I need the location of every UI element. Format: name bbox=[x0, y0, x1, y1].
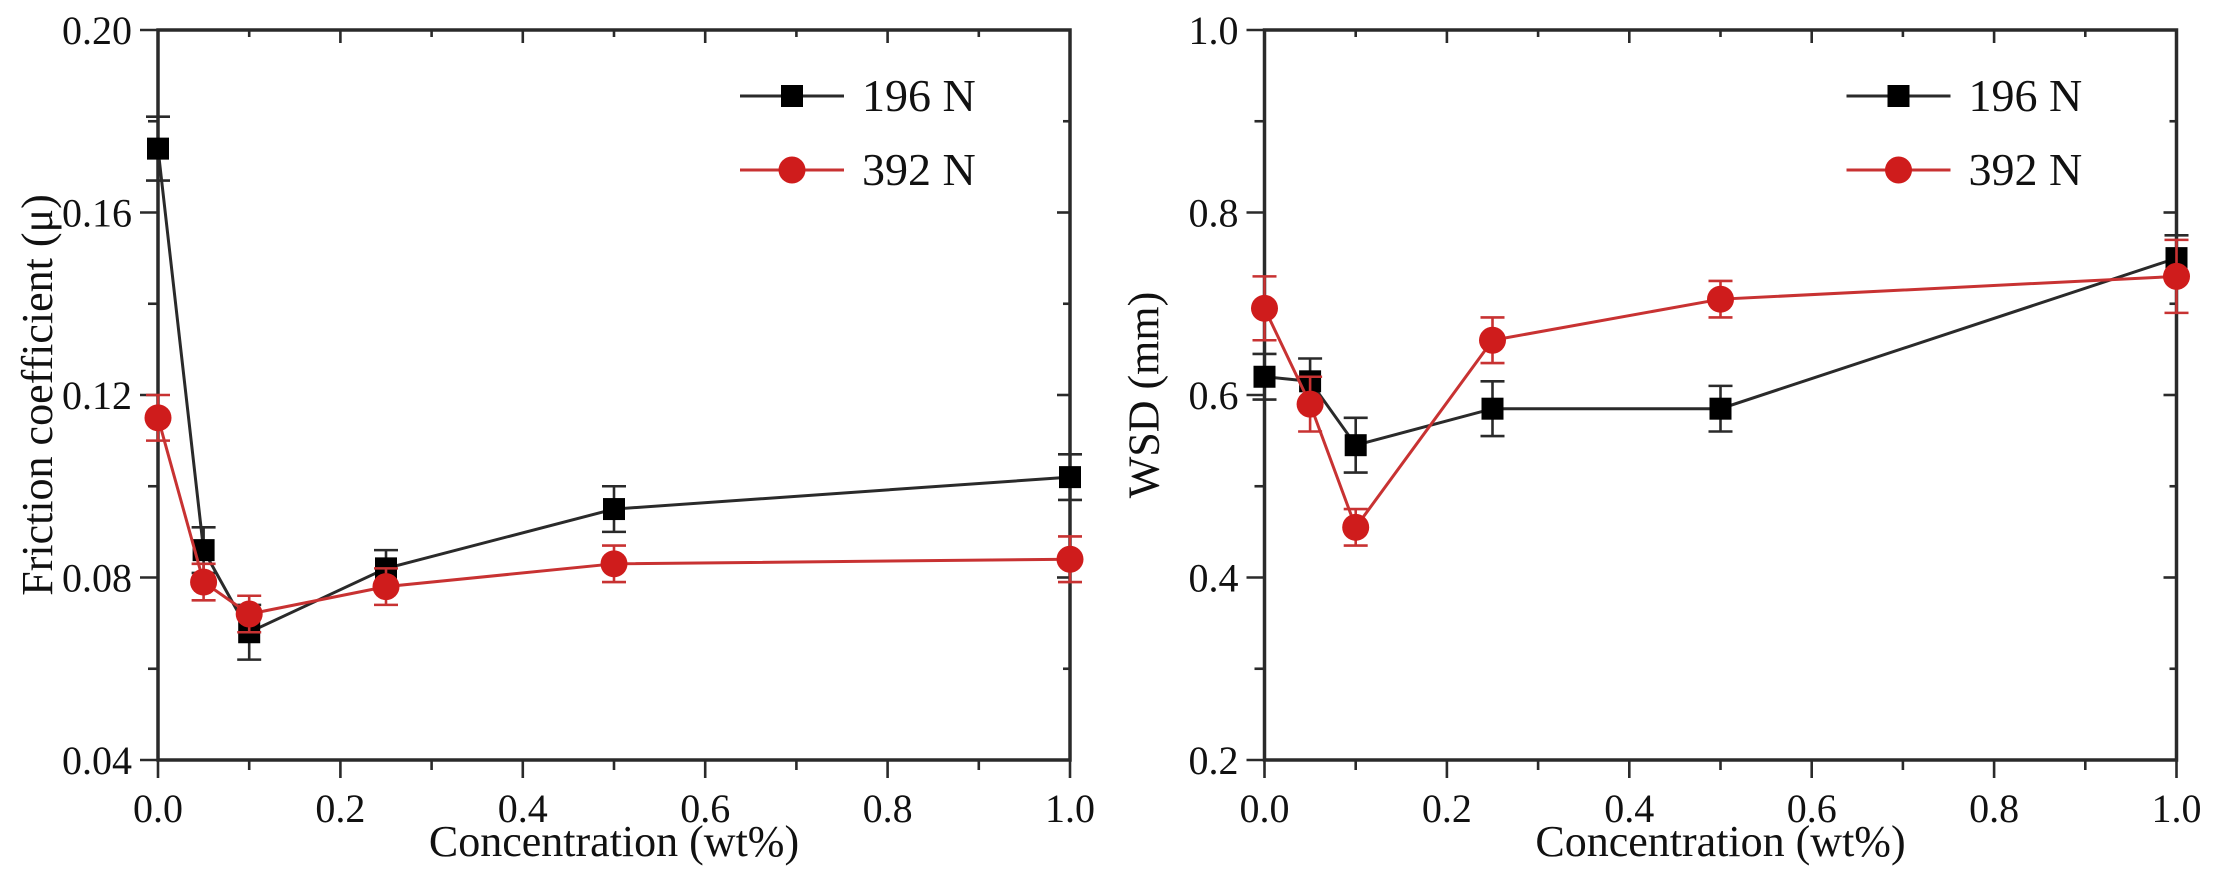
legend: 196 N 392 N bbox=[740, 70, 976, 195]
circle-marker bbox=[1056, 545, 1084, 573]
x-tick-label: 1.0 bbox=[1045, 786, 1095, 831]
legend-square-marker bbox=[781, 85, 803, 107]
y-tick-label: 1.0 bbox=[1189, 8, 1239, 53]
x-tick-label: 0.2 bbox=[1422, 786, 1472, 831]
y-tick-label: 0.20 bbox=[62, 8, 132, 53]
circle-marker bbox=[1342, 513, 1370, 541]
y-tick-label: 0.04 bbox=[62, 738, 132, 783]
tick-labels: 0.0 0.2 0.4 0.6 0.8 1.00.20.40.60.81.0 bbox=[1189, 8, 2202, 831]
y-tick-label: 0.8 bbox=[1189, 191, 1239, 236]
series-line bbox=[1263, 274, 2177, 531]
friction-coefficient-panel: 0.0 0.2 0.4 0.6 0.8 1.0 0.04 0.08 0.12 0.16 0.20 Co… bbox=[0, 0, 1106, 886]
legend-circle-marker bbox=[1885, 156, 1912, 184]
legend: 196 N 392 N bbox=[1846, 70, 2083, 195]
x-axis-title: Concentration (wt%) bbox=[429, 817, 799, 866]
square-marker bbox=[603, 498, 625, 521]
series-392-n bbox=[144, 393, 1084, 634]
friction-coefficient-chart: 0.0 0.2 0.4 0.6 0.8 1.0 0.04 0.08 0.12 0.16 0.20 Co… bbox=[13, 8, 1095, 866]
error-bars bbox=[1252, 234, 2189, 474]
circle-marker bbox=[144, 404, 172, 432]
y-tick-label: 0.16 bbox=[62, 191, 132, 236]
x-tick-label: 0.4 bbox=[498, 786, 548, 831]
series-markers bbox=[144, 404, 1084, 628]
series-markers bbox=[1251, 262, 2190, 541]
square-marker bbox=[1253, 365, 1276, 388]
square-marker bbox=[1481, 397, 1504, 420]
y-tick-label: 0.12 bbox=[62, 373, 132, 418]
y-axis-title: Friction coefficient (μ) bbox=[13, 194, 62, 596]
x-axis-title: Concentration (wt%) bbox=[1535, 817, 1905, 866]
x-tick-label: 0.8 bbox=[1969, 786, 2019, 831]
legend-square-marker bbox=[1887, 85, 1910, 107]
series-392-n bbox=[1251, 238, 2190, 547]
circle-marker bbox=[1707, 285, 1734, 313]
circle-marker bbox=[600, 550, 628, 578]
y-tick-label: 0.4 bbox=[1189, 556, 1239, 601]
square-marker bbox=[1059, 466, 1081, 489]
legend-circle-marker bbox=[778, 156, 806, 184]
x-tick-label: 0.4 bbox=[1604, 786, 1654, 831]
circle-marker bbox=[1296, 390, 1324, 418]
circle-marker bbox=[190, 568, 218, 596]
x-tick-label: 0.0 bbox=[133, 786, 183, 831]
x-tick-label: 0.2 bbox=[315, 786, 365, 831]
x-tick-label: 0.8 bbox=[863, 786, 913, 831]
y-tick-label: 0.2 bbox=[1189, 738, 1239, 783]
legend-label: 392 N bbox=[1969, 144, 2083, 195]
square-marker bbox=[147, 137, 169, 160]
x-tick-label: 0.0 bbox=[1240, 786, 1290, 831]
y-axis-title: WSD (mm) bbox=[1120, 292, 1169, 499]
wsd-chart: 0.0 0.2 0.4 0.6 0.8 1.00.20.40.60.81.0Concent… bbox=[1120, 8, 2202, 866]
circle-marker bbox=[372, 573, 400, 601]
tick-labels: 0.0 0.2 0.4 0.6 0.8 1.0 0.04 0.08 0.12 0.16 0.20 bbox=[62, 8, 1095, 831]
square-marker bbox=[1344, 434, 1367, 457]
legend-label: 392 N bbox=[862, 144, 976, 195]
circle-marker bbox=[1251, 294, 1278, 322]
series-line bbox=[156, 417, 1071, 616]
x-tick-label: 0.6 bbox=[1787, 786, 1837, 831]
legend-label: 196 N bbox=[1969, 70, 2083, 121]
axis-ticks bbox=[140, 28, 1072, 778]
x-tick-label: 0.6 bbox=[680, 786, 730, 831]
square-marker bbox=[192, 539, 215, 562]
x-tick-label: 1.0 bbox=[2152, 786, 2202, 831]
circle-marker bbox=[1479, 326, 1506, 354]
y-tick-label: 0.08 bbox=[62, 556, 132, 601]
legend-label: 196 N bbox=[862, 70, 976, 121]
series-196-n bbox=[1252, 234, 2189, 474]
plot-border bbox=[156, 28, 1072, 762]
circle-marker bbox=[2163, 262, 2190, 290]
square-marker bbox=[1709, 397, 1732, 420]
wsd-panel: 0.0 0.2 0.4 0.6 0.8 1.0 0.2 0.4 0.6 0.8 1.0 Concent… bbox=[1106, 0, 2212, 886]
circle-marker bbox=[235, 600, 263, 628]
y-tick-label: 0.6 bbox=[1189, 373, 1239, 418]
